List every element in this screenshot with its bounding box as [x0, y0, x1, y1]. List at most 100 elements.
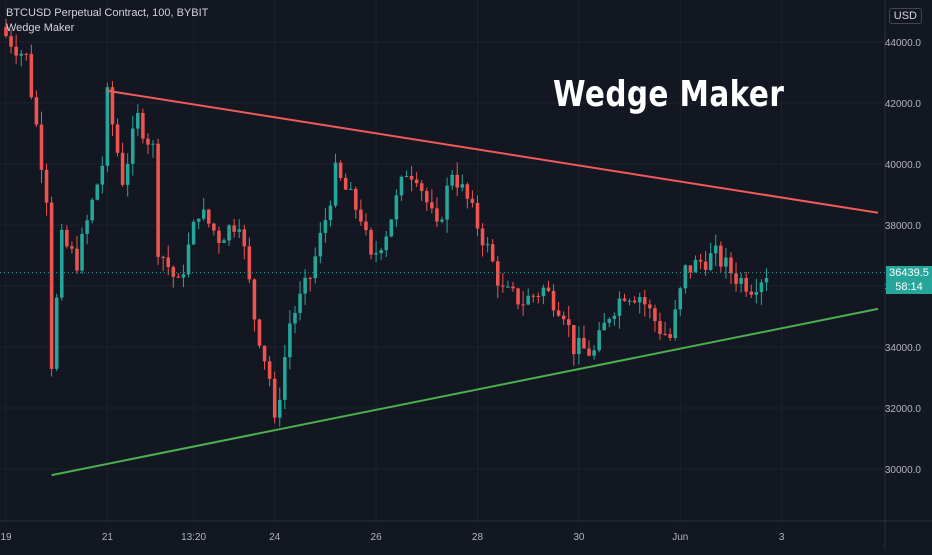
candle-body: [232, 225, 236, 232]
bar-countdown: 58:14: [895, 280, 923, 293]
candle-body: [612, 315, 617, 319]
candle-body: [566, 319, 571, 326]
candle-body: [632, 300, 637, 303]
candle-body: [146, 138, 150, 145]
y-tick-label: 34000.0: [885, 343, 922, 354]
candle-body: [673, 309, 677, 338]
candle-body: [348, 188, 353, 190]
candle-body: [318, 232, 323, 257]
candle-body: [404, 176, 409, 178]
candle-body: [526, 295, 530, 305]
candle-body: [394, 195, 399, 220]
currency-button[interactable]: USD: [888, 8, 922, 24]
y-tick-label: 38000.0: [885, 221, 922, 232]
candle-body: [110, 87, 115, 125]
y-tick-label: 44000.0: [885, 38, 922, 49]
candle-body: [531, 295, 536, 297]
candle-body: [511, 286, 515, 289]
candle-body: [49, 202, 54, 369]
candle-body: [419, 183, 424, 191]
candle-body: [141, 112, 145, 139]
candle-body: [602, 322, 607, 331]
candle-body: [333, 162, 338, 206]
candle-body: [207, 209, 211, 224]
candle-body: [379, 250, 383, 254]
candle-body: [582, 337, 586, 349]
candle-body: [516, 288, 520, 305]
x-tick-label: 24: [269, 532, 281, 543]
candle-body: [156, 143, 160, 257]
candle-body: [196, 218, 201, 222]
y-tick-label: 40000.0: [885, 160, 922, 171]
chart-annotation-title: Wedge Maker: [553, 74, 785, 115]
candle-body: [9, 36, 13, 47]
candle-body: [186, 244, 191, 275]
chart-legend: BTCUSD Perpetual Contract, 100, BYBIT We…: [6, 6, 208, 36]
candle-body: [729, 257, 733, 274]
candle-body: [450, 174, 454, 186]
support-trendline[interactable]: [51, 307, 879, 477]
candle-body: [597, 330, 601, 351]
candle-body: [338, 162, 343, 178]
x-tick-label: 13:20: [181, 532, 206, 543]
candle-body: [308, 277, 312, 279]
candle-body: [161, 256, 165, 258]
candle-body: [100, 165, 105, 185]
last-price-value: 36439.5: [889, 266, 929, 279]
candle-body: [95, 184, 100, 200]
candle-body: [440, 219, 444, 222]
candle-body: [430, 202, 434, 209]
candle-body: [44, 169, 49, 203]
y-tick-label: 32000.0: [885, 404, 922, 415]
candle-body: [130, 128, 135, 164]
candle-body: [191, 221, 196, 245]
candle-body: [277, 399, 282, 418]
candle-body: [364, 221, 368, 231]
candle-body: [470, 198, 475, 203]
candle-body: [343, 177, 348, 190]
candle-body: [506, 286, 510, 288]
candle-body: [683, 265, 688, 289]
candle-body: [551, 290, 556, 311]
candle-body: [572, 325, 576, 355]
candle-body: [120, 152, 125, 185]
y-tick-label: 42000.0: [885, 99, 922, 110]
x-tick-label: Jun: [672, 532, 688, 543]
candle-body: [105, 87, 110, 166]
candle-body: [39, 124, 44, 170]
candle-body: [688, 265, 693, 273]
candle-body: [409, 176, 414, 180]
candle-body: [14, 46, 18, 56]
candle-body: [34, 97, 39, 125]
candle-body: [227, 225, 231, 241]
candle-body: [556, 310, 561, 316]
candle-body: [323, 220, 328, 233]
indicator-label[interactable]: Wedge Maker: [6, 22, 75, 34]
resistance-trendline[interactable]: [107, 89, 879, 214]
candle-body: [283, 357, 287, 400]
candle-body: [354, 188, 358, 210]
candle-body: [739, 277, 743, 284]
candle-body: [359, 209, 363, 222]
candle-body: [617, 298, 622, 316]
symbol-title[interactable]: BTCUSD Perpetual Contract, 100, BYBIT: [6, 7, 209, 19]
candle-body: [536, 295, 541, 297]
time-axis[interactable]: 19 21 13:20 24 26 28 30 Jun 3: [0, 532, 784, 543]
candle-body: [24, 53, 29, 55]
candle-body: [80, 233, 84, 271]
candle-body: [267, 361, 272, 379]
candle-body: [490, 244, 495, 262]
candle-body: [521, 304, 525, 306]
x-tick-label: 21: [102, 532, 114, 543]
candle-body: [242, 229, 247, 247]
candle-body: [369, 230, 373, 255]
y-tick-label: 30000.0: [885, 465, 922, 476]
candle-body: [759, 282, 764, 293]
candle-body: [713, 245, 718, 254]
candle-body: [65, 229, 69, 247]
candle-body: [663, 333, 667, 335]
candle-body: [85, 220, 89, 234]
